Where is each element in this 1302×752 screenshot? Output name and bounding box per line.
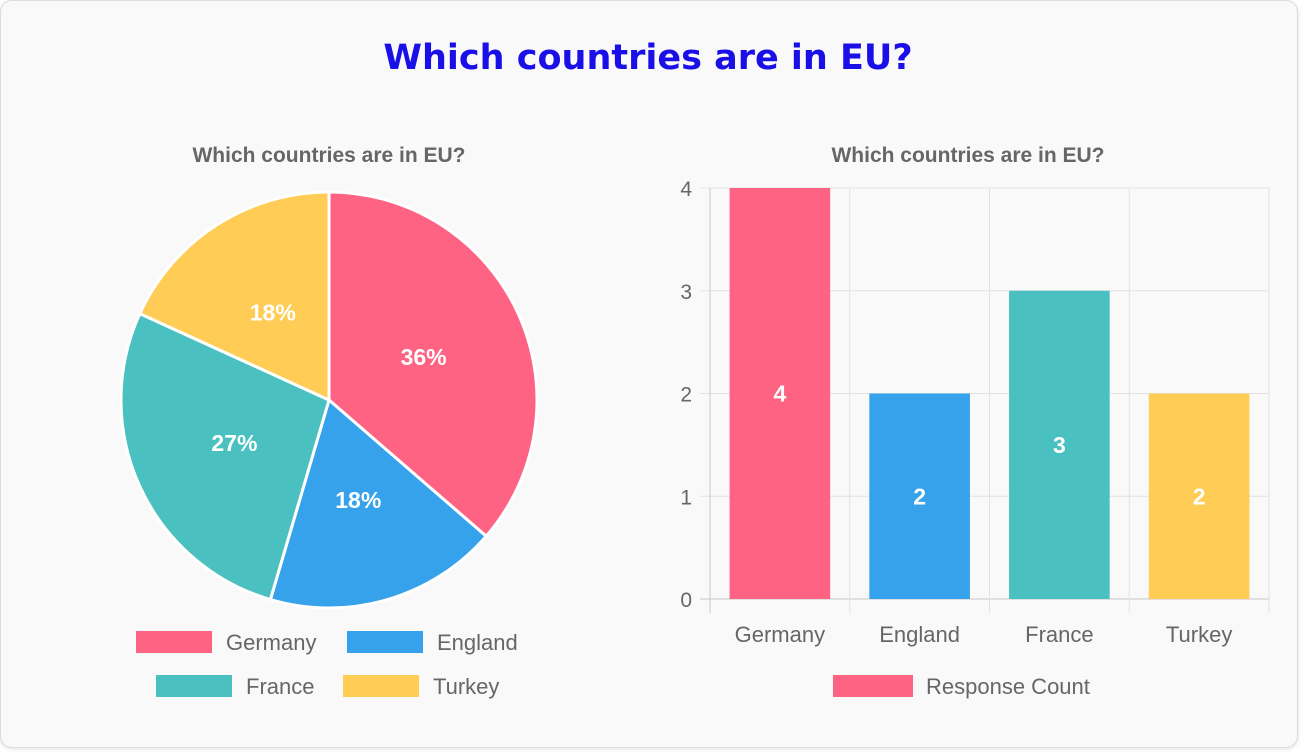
pie-legend-label: England [437, 630, 518, 655]
bar-legend-item[interactable]: Response Count [833, 674, 1090, 699]
pie-legend-label: France [246, 674, 314, 699]
bar-value-label-turkey: 2 [1193, 483, 1206, 509]
bar-legend-label: Response Count [926, 674, 1090, 699]
bar-germany[interactable] [729, 188, 831, 599]
pie-slices [119, 190, 539, 610]
bar-chart-title: Which countries are in EU? [831, 144, 1104, 167]
bar-bars: 4 Germany 2 England 3 France 2 Turkey [729, 188, 1250, 647]
pie-label-france: 27% [211, 430, 257, 456]
bar-value-label-england: 2 [913, 483, 926, 509]
pie-slice-france[interactable] [119, 311, 331, 602]
page-title: Which countries are in EU? [383, 38, 913, 78]
bar-turkey[interactable] [1148, 393, 1250, 600]
bar-legend: Response Count [833, 674, 1090, 699]
pie-legend: Germany England France Turkey [136, 630, 518, 699]
pie-legend-label: Germany [226, 630, 316, 655]
pie-legend-item-england[interactable]: England [347, 630, 518, 655]
bar-value-label-france: 3 [1053, 432, 1066, 458]
pie-legend-swatch [156, 675, 232, 697]
pie-label-turkey: 18% [250, 300, 296, 326]
pie-labels: 36% 18% 27% 18% [211, 300, 446, 513]
pie-slice-germany[interactable] [327, 190, 539, 539]
pie-legend-swatch [347, 631, 423, 653]
pie-label-england: 18% [335, 487, 381, 513]
pie-legend-swatch [343, 675, 419, 697]
bar-legend-swatch [833, 675, 913, 697]
x-tick-label-germany: Germany [735, 622, 825, 647]
y-tick-label: 4 [680, 178, 692, 201]
y-tick-label: 3 [680, 281, 692, 304]
bar-england[interactable] [869, 393, 970, 600]
x-tick-label-england: England [879, 622, 960, 647]
pie-legend-swatch [136, 631, 212, 653]
bar-france[interactable] [1009, 290, 1110, 599]
pie-legend-item-france[interactable]: France [156, 674, 314, 699]
x-tick-label-turkey: Turkey [1166, 622, 1232, 647]
x-tick-label-france: France [1025, 622, 1093, 647]
pie-slice-turkey[interactable] [137, 190, 331, 403]
pie-legend-item-turkey[interactable]: Turkey [343, 674, 499, 699]
pie-slice-england[interactable] [268, 397, 489, 610]
pie-label-germany: 36% [401, 344, 447, 370]
pie-chart-title: Which countries are in EU? [192, 144, 465, 167]
bar-value-label-germany: 4 [773, 381, 786, 407]
pie-legend-item-germany[interactable]: Germany [136, 630, 316, 655]
y-tick-label: 2 [680, 384, 692, 407]
y-tick-label: 0 [680, 589, 692, 612]
y-tick-label: 1 [680, 486, 692, 509]
pie-legend-label: Turkey [433, 674, 499, 699]
